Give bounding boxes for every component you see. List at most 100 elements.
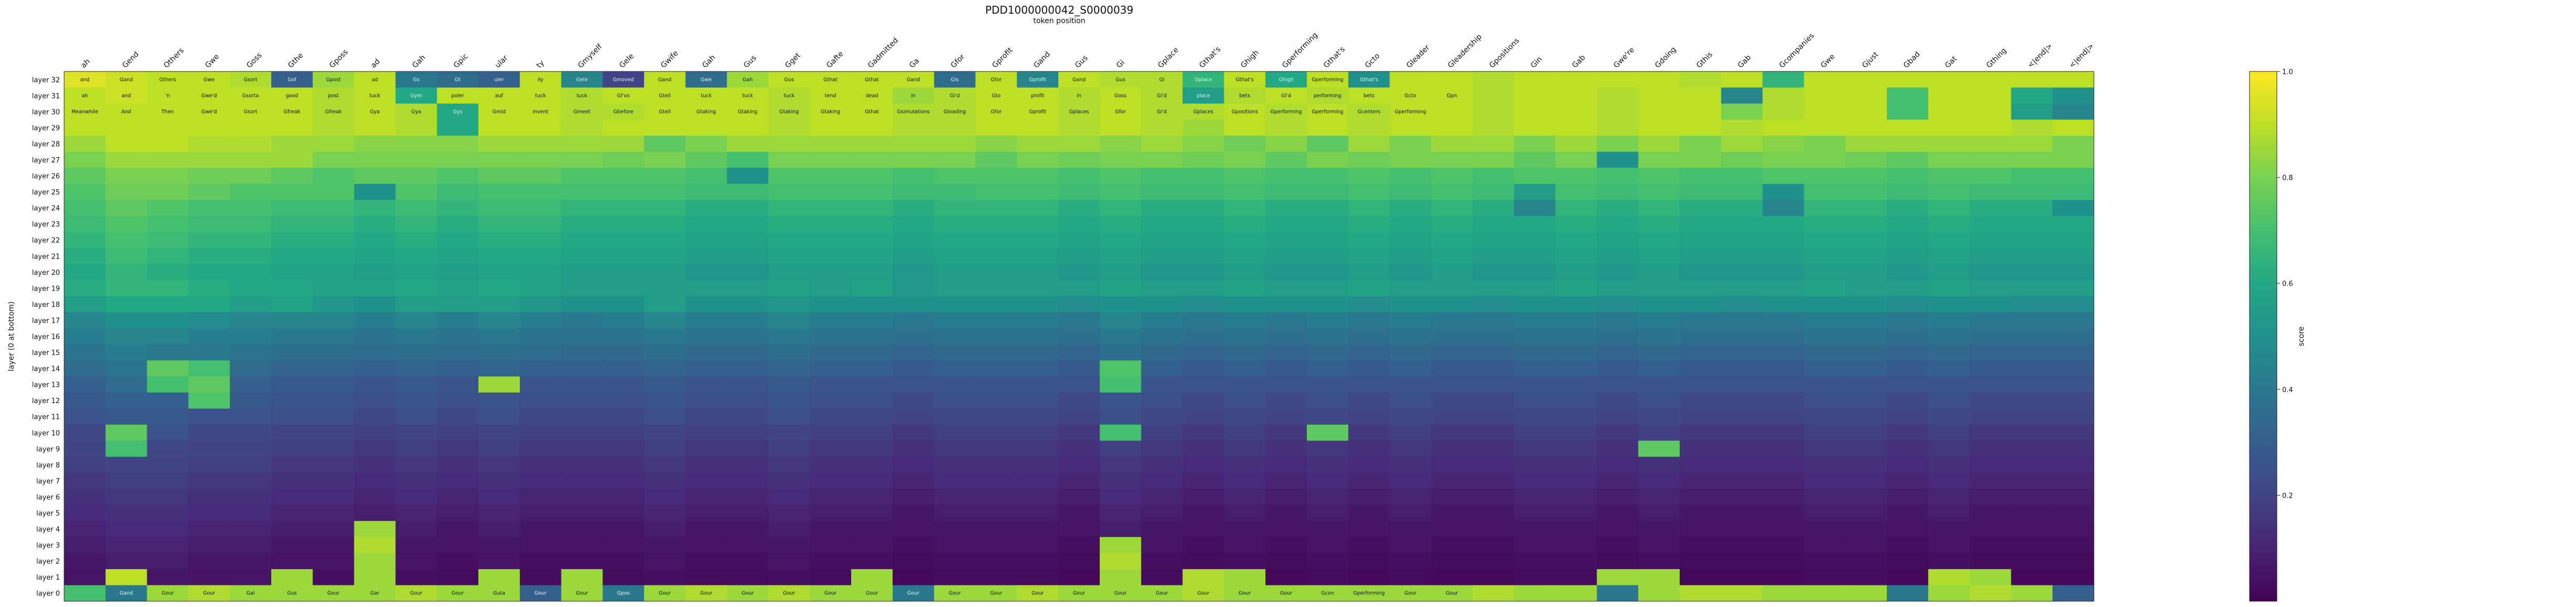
heatmap-cell <box>354 168 396 184</box>
heatmap-cell <box>1348 87 1390 104</box>
heatmap-cell <box>1265 425 1307 441</box>
heatmap-cell <box>644 87 686 104</box>
heatmap-cell <box>105 360 148 377</box>
heatmap-cell <box>1431 425 1473 441</box>
heatmap-cell <box>1099 553 1142 570</box>
heatmap-cell <box>1348 537 1390 553</box>
heatmap-cell <box>1306 151 1349 168</box>
heatmap-cell <box>519 312 562 329</box>
heatmap-cell <box>810 489 852 506</box>
heatmap-cell <box>1141 71 1183 88</box>
heatmap-cell <box>2011 280 2053 297</box>
heatmap-cell <box>1017 328 1059 345</box>
heatmap-cell <box>64 440 106 457</box>
heatmap-cell <box>975 521 1017 538</box>
heatmap-cell <box>685 119 728 136</box>
heatmap-cell <box>271 71 313 88</box>
heatmap-cell <box>519 457 562 474</box>
heatmap-cell <box>105 264 148 281</box>
x-tick-label: Gat <box>1944 55 1959 70</box>
heatmap-cell <box>1224 376 1266 393</box>
heatmap-cell <box>768 472 810 489</box>
heatmap-cell <box>395 248 437 265</box>
heatmap-cell <box>147 553 189 570</box>
heatmap-cell <box>1928 215 1970 232</box>
heatmap-cell <box>1555 392 1597 409</box>
heatmap-cell <box>602 344 645 361</box>
heatmap-cell <box>727 505 769 521</box>
heatmap-cell <box>437 264 479 281</box>
heatmap-cell <box>478 440 520 457</box>
heatmap-cell <box>1969 136 2011 152</box>
heatmap-cell <box>271 472 313 489</box>
heatmap-cell <box>230 360 272 377</box>
heatmap-cell <box>851 425 893 441</box>
cell-label: Gar <box>370 591 379 596</box>
heatmap-cell <box>395 457 437 474</box>
heatmap-cell <box>230 553 272 570</box>
heatmap-cell <box>1721 264 1763 281</box>
heatmap-cell <box>685 376 728 393</box>
heatmap-cell <box>147 168 189 184</box>
heatmap-cell <box>892 168 935 184</box>
heatmap-cell <box>2011 521 2053 538</box>
heatmap-cell <box>1431 457 1473 474</box>
heatmap-cell <box>147 360 189 377</box>
heatmap-cell <box>934 537 976 553</box>
heatmap-cell <box>1265 215 1307 232</box>
heatmap-cell <box>519 280 562 297</box>
heatmap-cell <box>1514 408 1556 425</box>
cell-label: Gthat's <box>1360 77 1378 83</box>
heatmap-cell <box>519 425 562 441</box>
heatmap-cell <box>851 537 893 553</box>
heatmap-cell <box>312 168 355 184</box>
heatmap-cell <box>602 425 645 441</box>
heatmap-cell <box>354 248 396 265</box>
heatmap-cell <box>561 392 603 409</box>
heatmap-cell <box>230 248 272 265</box>
heatmap-cell <box>892 553 935 570</box>
heatmap-cell <box>727 248 769 265</box>
x-tick-label: Gab <box>1571 53 1587 69</box>
heatmap-cell <box>602 537 645 553</box>
heatmap-cell <box>1638 392 1680 409</box>
heatmap-cell <box>851 312 893 329</box>
heatmap-cell <box>1306 232 1349 249</box>
heatmap-cell <box>685 553 728 570</box>
heatmap-cell <box>561 360 603 377</box>
heatmap-cell <box>1928 87 1970 104</box>
heatmap-cell <box>147 151 189 168</box>
heatmap-cell <box>271 585 313 602</box>
heatmap-cell <box>1431 344 1473 361</box>
heatmap-cell <box>1099 585 1142 602</box>
heatmap-cell <box>519 408 562 425</box>
heatmap-cell <box>934 168 976 184</box>
heatmap-cell <box>1887 87 1929 104</box>
colorbar-tick-label: 0.6 <box>2282 280 2293 288</box>
heatmap-cell <box>354 264 396 281</box>
heatmap-cell <box>810 425 852 441</box>
cell-label: Gour <box>1404 591 1416 596</box>
heatmap-cell <box>1638 472 1680 489</box>
heatmap-cell <box>1389 553 1432 570</box>
heatmap-cell <box>2052 472 2094 489</box>
heatmap-cell <box>1017 215 1059 232</box>
heatmap-cell <box>354 360 396 377</box>
heatmap-cell <box>1762 489 1804 506</box>
heatmap-cell <box>1058 425 1100 441</box>
heatmap-cell <box>1721 360 1763 377</box>
heatmap-cell <box>2011 200 2053 217</box>
heatmap-cell <box>1969 87 2011 104</box>
heatmap-cell <box>1348 585 1390 602</box>
heatmap-cell <box>1306 183 1349 200</box>
heatmap-cell <box>1721 71 1763 88</box>
heatmap-cell <box>1017 151 1059 168</box>
heatmap-cell <box>1473 264 1515 281</box>
heatmap-cell <box>188 408 230 425</box>
heatmap-cell <box>1762 280 1804 297</box>
cell-label: Gour <box>783 591 795 596</box>
heatmap-cell <box>1555 104 1597 120</box>
heatmap-cell <box>810 215 852 232</box>
heatmap-cell <box>934 264 976 281</box>
heatmap-cell <box>602 457 645 474</box>
